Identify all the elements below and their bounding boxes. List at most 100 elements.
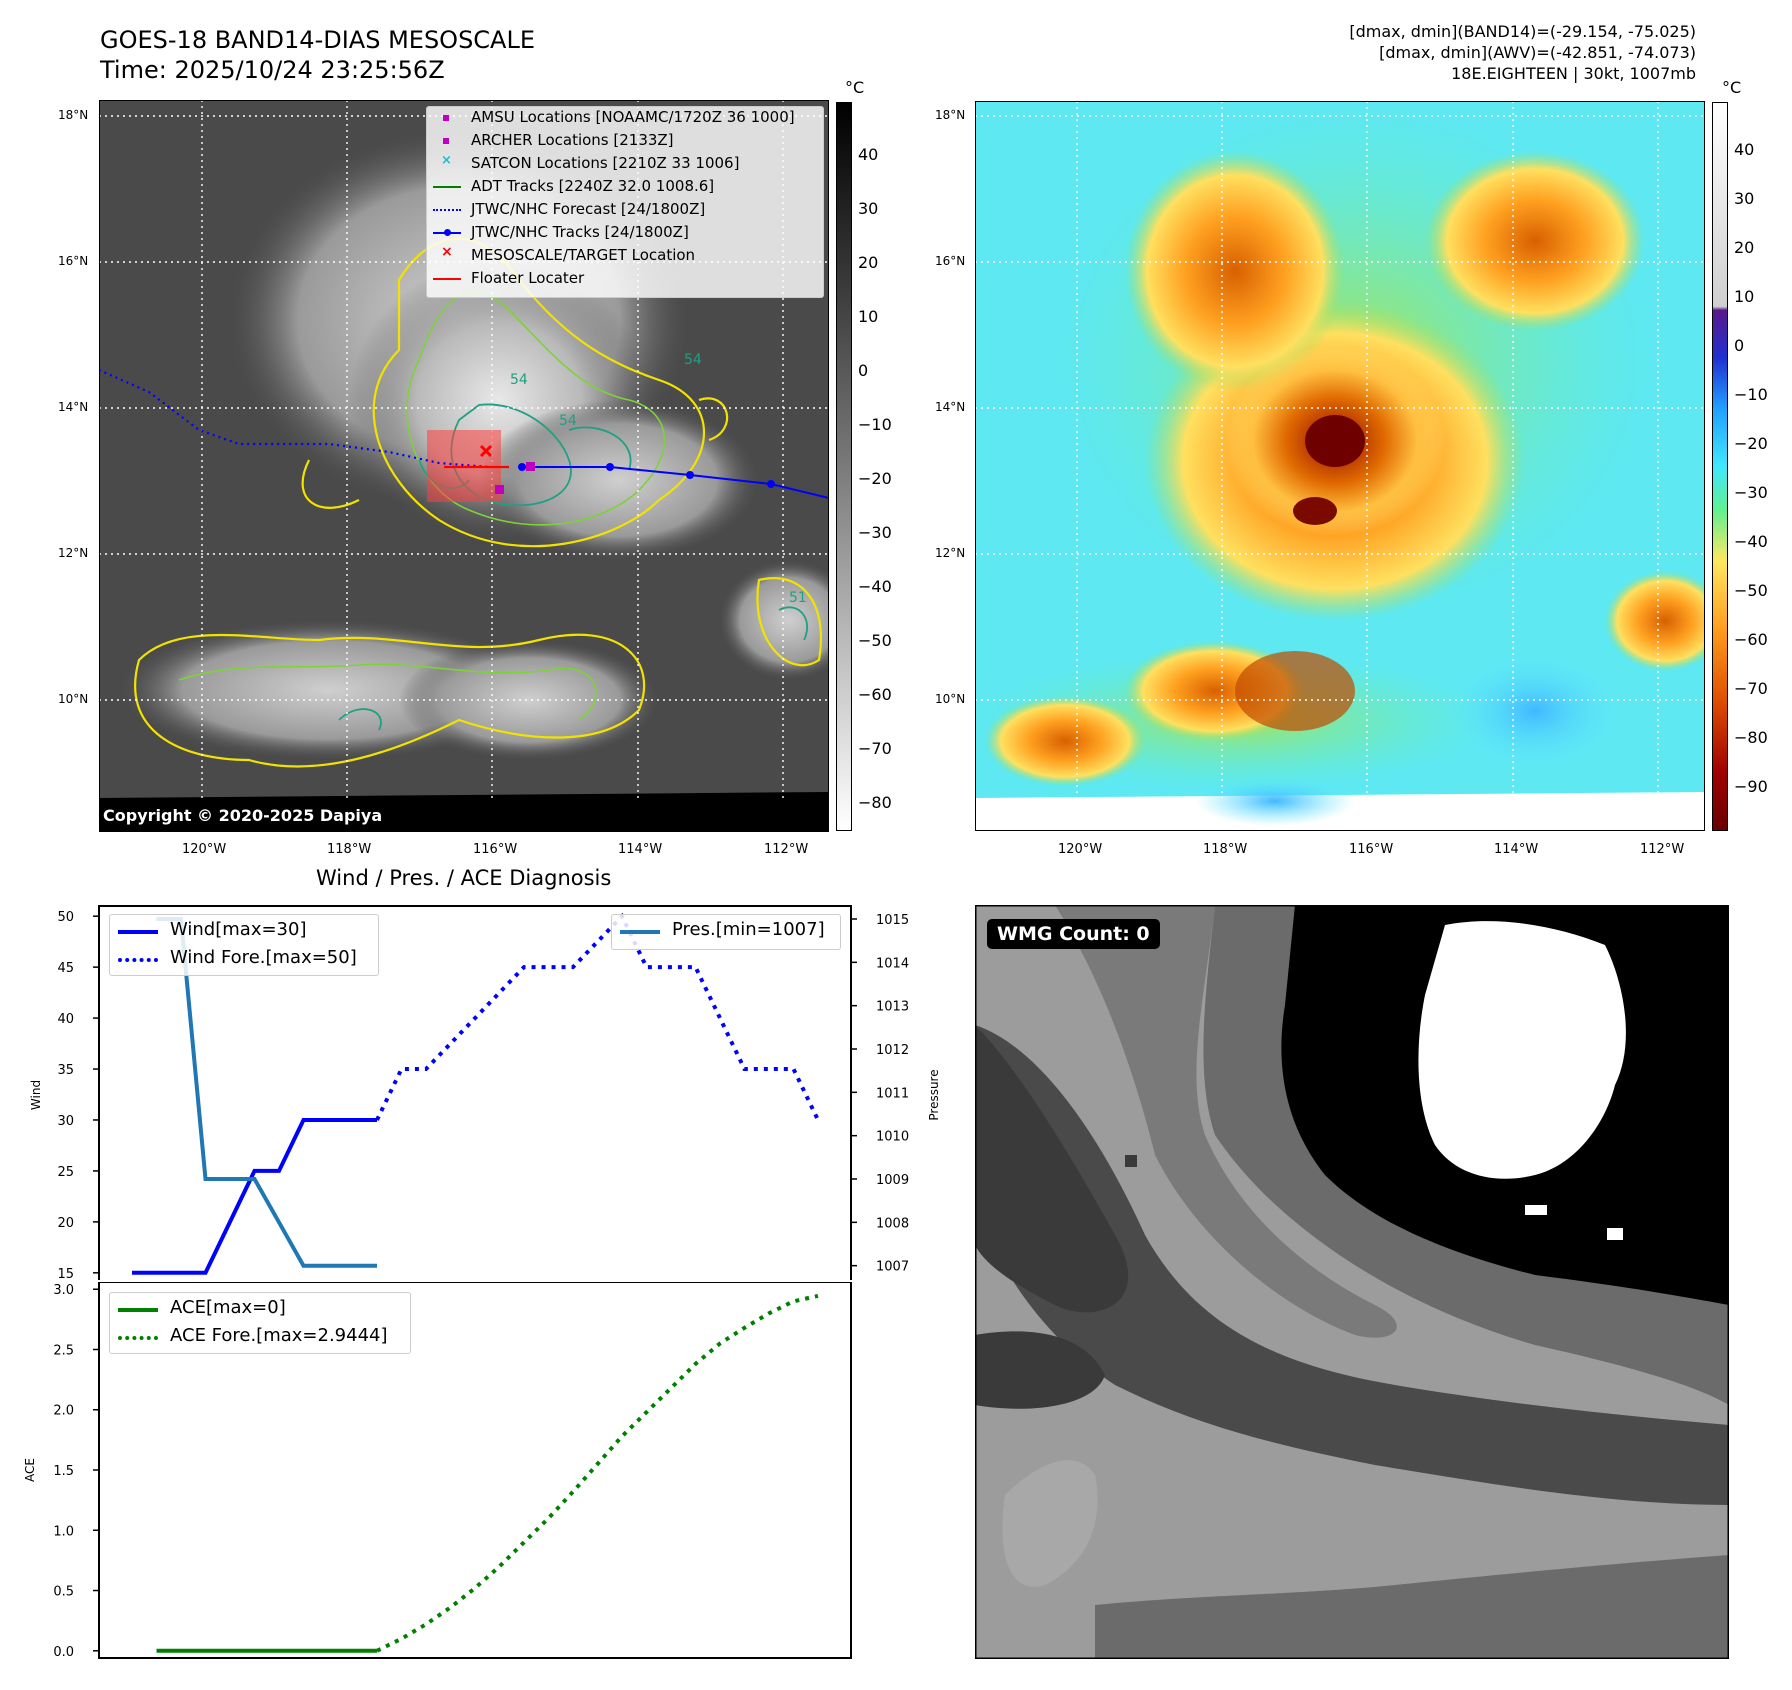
- series-line-pressure: [156, 917, 377, 1268]
- right-lon-label-112w: 112°W: [1640, 842, 1685, 857]
- pressure-ytick-label: 1015: [876, 913, 909, 928]
- pressure-ytick-label: 1008: [876, 1216, 909, 1231]
- wind-ytick-label: 35: [57, 1063, 74, 1078]
- legend-target: MESOSCALE/TARGET Location: [471, 246, 696, 264]
- right-lon-label-114w: 114°W: [1494, 842, 1539, 857]
- right-tick-m50: −50: [1734, 581, 1768, 600]
- ir-map-panel: 54 54 54 51 Copyright © 2020-2025 Dapiya…: [98, 99, 859, 833]
- lat-label-12n: 12°N: [58, 546, 89, 560]
- right-colorbar-ticks: 40 30 20 10 0 −10 −20 −30 −40 −50 −60 −7…: [1734, 0, 1774, 1690]
- ace-ytick-label: 2.0: [53, 1404, 74, 1419]
- wind-ytick-label: 25: [57, 1165, 74, 1180]
- pressure-axis-label: Pressure: [927, 1069, 941, 1120]
- right-tick-20: 20: [1734, 238, 1755, 257]
- pressure-ytick-label: 1009: [876, 1173, 909, 1188]
- wind-ytick-label: 45: [57, 961, 74, 976]
- ace-ytick-label: 1.0: [53, 1524, 74, 1539]
- legend-adt-line: [433, 186, 461, 188]
- info-band14: [dmax, dmin](BAND14)=(-29.154, -75.025): [1349, 22, 1696, 41]
- lon-label-116w: 116°W: [473, 842, 518, 857]
- left-tick-m70: −70: [858, 739, 892, 758]
- left-tick-m80: −80: [858, 793, 892, 812]
- lat-label-10n: 10°N: [58, 692, 89, 706]
- ace-ytick-label: 0.0: [53, 1645, 74, 1660]
- wmg-count: WMG Count: 0: [997, 923, 1150, 945]
- contour-label-2: 54: [684, 352, 702, 368]
- right-lon-label-116w: 116°W: [1349, 842, 1394, 857]
- contour-label-4: 51: [789, 590, 807, 606]
- pressure-ytick-label: 1010: [876, 1130, 909, 1145]
- legend-ace-line: [118, 1308, 158, 1312]
- right-lon-label-118w: 118°W: [1203, 842, 1248, 857]
- enhanced-ir-image: [974, 100, 1725, 832]
- right-tick-m20: −20: [1734, 434, 1768, 453]
- target-marker: [479, 444, 493, 458]
- right-tick-0: 0: [1734, 336, 1745, 355]
- right-lat-label-16n: 16°N: [935, 254, 966, 268]
- legend-ace: ACE[max=0]: [170, 1297, 286, 1318]
- info-awv: [dmax, dmin](AWV)=(-42.851, -74.073): [1379, 43, 1696, 62]
- right-tick-m60: −60: [1734, 630, 1768, 649]
- enhanced-ir-panel: [974, 100, 1725, 832]
- wind-pressure-chart: 15 20 25 30 35 40 45 50 1007 1008 1009 1010 1011 101…: [29, 905, 941, 1280]
- legend-tracks-dot: [444, 229, 451, 236]
- contour-label-1: 54: [510, 372, 528, 388]
- pressure-ytick-label: 1013: [876, 1000, 909, 1015]
- pressure-ytick-label: 1007: [876, 1260, 909, 1275]
- legend-ace-fore-line: [118, 1336, 158, 1340]
- left-tick-m30: −30: [858, 523, 892, 542]
- right-lat-label-12n: 12°N: [935, 546, 966, 560]
- legend-forecast-line: [433, 209, 461, 211]
- ace-ytick-label: 1.5: [53, 1464, 74, 1479]
- left-tick-m50: −50: [858, 631, 892, 650]
- amsu-marker: [495, 485, 504, 494]
- series-line-ace-forecast: [376, 1293, 819, 1653]
- right-colorbar: [1712, 102, 1728, 831]
- legend-satcon: SATCON Locations [2210Z 33 1006]: [471, 154, 740, 172]
- left-tick-m20: −20: [858, 469, 892, 488]
- legend-wind-line: [118, 930, 158, 934]
- right-lat-label-10n: 10°N: [935, 692, 966, 706]
- legend-ace-fore: ACE Fore.[max=2.9444]: [170, 1325, 388, 1346]
- right-tick-m90: −90: [1734, 777, 1768, 796]
- pressure-ytick-label: 1011: [876, 1086, 909, 1101]
- legend-archer-marker: [443, 138, 449, 144]
- left-tick-m60: −60: [858, 685, 892, 704]
- legend-amsu-marker: [443, 115, 449, 121]
- legend-floater-line: [433, 278, 461, 280]
- lon-label-118w: 118°W: [327, 842, 372, 857]
- jtwc-track-points: [518, 463, 775, 488]
- left-tick-20: 20: [858, 253, 879, 272]
- lon-label-120w: 120°W: [182, 842, 227, 857]
- legend-forecast: JTWC/NHC Forecast [24/1800Z]: [471, 200, 706, 218]
- legend-wind-fore: Wind Fore.[max=50]: [170, 947, 357, 968]
- left-colorbar-ticks: 40 30 20 10 0 −10 −20 −30 −40 −50 −60 −7…: [858, 0, 898, 1690]
- legend-tracks: JTWC/NHC Tracks [24/1800Z]: [471, 223, 689, 241]
- legend-amsu: AMSU Locations [NOAAMC/1720Z 36 1000]: [471, 108, 795, 126]
- right-tick-m40: −40: [1734, 532, 1768, 551]
- left-tick-m10: −10: [858, 415, 892, 434]
- right-colorbar-unit: °C: [1722, 78, 1742, 97]
- pressure-ytick-label: 1012: [876, 1043, 909, 1058]
- left-tick-40: 40: [858, 145, 879, 164]
- legend-satcon-marker: ×: [441, 153, 452, 168]
- wmg-panel: WMG Count: 0: [973, 903, 1731, 1661]
- wind-ytick-label: 20: [57, 1216, 74, 1231]
- pressure-legend: Pres.[min=1007]: [611, 914, 841, 950]
- lat-label-18n: 18°N: [58, 108, 89, 122]
- wind-ytick-label: 40: [57, 1012, 74, 1027]
- pressure-ytick-label: 1014: [876, 956, 909, 971]
- legend-pressure: Pres.[min=1007]: [672, 919, 825, 940]
- jtwc-forecast-track: [98, 368, 490, 469]
- right-tick-m10: −10: [1734, 385, 1768, 404]
- legend-adt: ADT Tracks [2240Z 32.0 1008.6]: [471, 177, 715, 195]
- left-tick-0: 0: [858, 361, 869, 380]
- map-legend: AMSU Locations [NOAAMC/1720Z 36 1000] AR…: [426, 106, 824, 298]
- diagnosis-title: Wind / Pres. / ACE Diagnosis: [316, 866, 612, 890]
- wind-ytick-label: 15: [57, 1267, 74, 1280]
- timestamp: Time: 2025/10/24 23:25:56Z: [100, 56, 445, 84]
- right-tick-10: 10: [1734, 287, 1755, 306]
- right-lat-label-18n: 18°N: [935, 108, 966, 122]
- ace-ytick-label: 3.0: [53, 1283, 74, 1298]
- left-tick-30: 30: [858, 199, 879, 218]
